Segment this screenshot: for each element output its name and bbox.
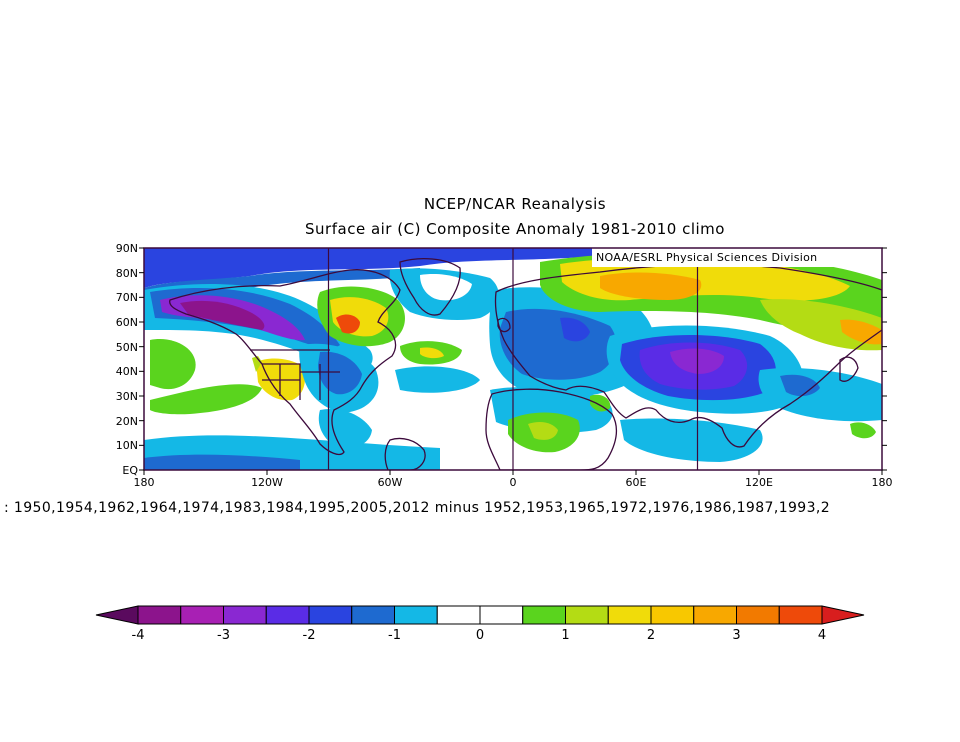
africa-warm-east bbox=[590, 394, 611, 412]
colorbar-label-m2: -2 bbox=[302, 628, 316, 643]
lat-label-70n: 70N bbox=[115, 291, 138, 304]
europe-cold-core bbox=[499, 308, 617, 380]
lon-label-180e: 180 bbox=[871, 476, 893, 489]
lon-label-120w: 120W bbox=[251, 476, 283, 489]
colorbar-label-m3: -3 bbox=[217, 628, 230, 643]
indian-ocean-cold bbox=[620, 418, 763, 462]
lat-label-60n: 60N bbox=[115, 316, 138, 329]
colorbar-swatch bbox=[736, 605, 780, 625]
chart-title: NCEP/NCAR Reanalysis bbox=[423, 195, 607, 213]
alaska-cold-center bbox=[180, 300, 265, 330]
lon-label-60w: 60W bbox=[377, 476, 403, 489]
lon-label-120e: 120E bbox=[745, 476, 773, 489]
lat-label-40n: 40N bbox=[115, 365, 138, 378]
us-state-lines bbox=[250, 349, 340, 400]
colorbar-swatch bbox=[607, 605, 652, 625]
hudson-warm-core bbox=[336, 314, 360, 334]
lat-label-90n: 90N bbox=[115, 242, 138, 255]
chart-subtitle: Surface air (C) Composite Anomaly 1981-2… bbox=[305, 220, 725, 238]
colorbar-swatch bbox=[180, 605, 224, 625]
colorbar-label-1: 1 bbox=[561, 628, 570, 643]
eurasia-outline bbox=[494, 263, 882, 448]
pacific-warm bbox=[150, 339, 196, 390]
arctic-light-band bbox=[144, 268, 420, 300]
composite-years-caption: ec : 1950,1954,1962,1964,1974,1983,1984,… bbox=[0, 500, 831, 516]
west-pacific-warm-spot bbox=[850, 422, 876, 439]
tropical-pacific-cold-core bbox=[144, 454, 300, 470]
pacific-warm-south bbox=[150, 384, 262, 415]
colorbar-arrow-high bbox=[821, 605, 865, 625]
colorbar-swatch bbox=[308, 605, 353, 625]
colorbar-label-2: 2 bbox=[646, 628, 656, 643]
africa-outline bbox=[485, 388, 618, 470]
colorbar-arrow-low bbox=[95, 605, 139, 625]
arctic-cold-band bbox=[144, 248, 600, 288]
meridians bbox=[327, 248, 699, 470]
greenland-outline bbox=[399, 258, 461, 316]
lon-label-0: 0 bbox=[509, 476, 517, 489]
labrador-warm-core bbox=[420, 347, 444, 359]
colorbar-swatch bbox=[394, 605, 438, 625]
sahara-warm-core bbox=[528, 422, 558, 440]
west-pacific-cold-core bbox=[780, 374, 820, 397]
credit-box bbox=[592, 248, 882, 267]
north-america-outline bbox=[169, 269, 401, 456]
japan-outline bbox=[839, 356, 859, 382]
colorbar-swatch bbox=[778, 605, 823, 625]
colorbar-swatch bbox=[565, 605, 609, 625]
atlantic-light-blue bbox=[395, 366, 480, 393]
colorbar-swatch bbox=[137, 605, 182, 625]
south-america-outline bbox=[384, 437, 426, 470]
uk-outline bbox=[497, 317, 511, 333]
lat-label-20n: 20N bbox=[115, 415, 138, 428]
colorbar-label-0: 0 bbox=[475, 628, 485, 643]
colorbar-swatch bbox=[522, 605, 566, 625]
lat-label-10n: 10N bbox=[115, 439, 138, 452]
colorbar-label-4: 4 bbox=[817, 628, 827, 643]
lat-label-80n: 80N bbox=[115, 267, 138, 280]
colorbar-swatch bbox=[351, 605, 395, 625]
coastlines bbox=[169, 258, 882, 470]
colorbar bbox=[95, 605, 865, 625]
colorbar-swatch bbox=[693, 605, 737, 625]
siberia-warm-core bbox=[600, 272, 702, 300]
colorbar-swatch bbox=[265, 605, 310, 625]
colorbar-swatch bbox=[223, 605, 267, 625]
lon-label-180w: 180 bbox=[133, 476, 155, 489]
credit-label: NOAA/ESRL Physical Sciences Division bbox=[596, 251, 818, 264]
colorbar-label-m1: -1 bbox=[388, 628, 401, 643]
lat-label-30n: 30N bbox=[115, 390, 138, 403]
lon-label-60e: 60E bbox=[625, 476, 647, 489]
lat-label-50n: 50N bbox=[115, 341, 138, 354]
europe-cold-center bbox=[560, 317, 590, 342]
axis-ticks bbox=[139, 247, 887, 475]
colorbar-swatch bbox=[436, 605, 481, 625]
colorbar-swatch bbox=[479, 605, 524, 625]
colorbar-label-3: 3 bbox=[732, 628, 741, 643]
colorbar-swatch bbox=[650, 605, 695, 625]
colorbar-label-m4: -4 bbox=[131, 628, 145, 643]
lat-label-eq: EQ bbox=[122, 464, 138, 477]
